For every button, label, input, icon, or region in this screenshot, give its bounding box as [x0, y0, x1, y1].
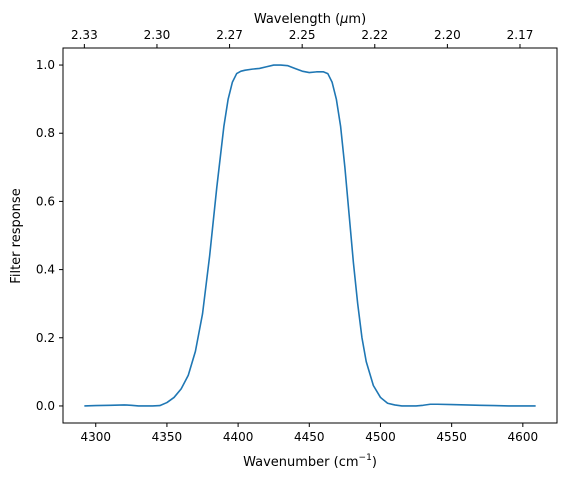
x-axis-title: Wavenumber (cm−1)	[243, 453, 377, 470]
x-tick-label: 4350	[152, 430, 183, 444]
top-x-tick-label: 2.17	[507, 28, 534, 42]
x-axis-title-superscript: −1	[359, 453, 372, 463]
x-tick-label: 4600	[508, 430, 539, 444]
y-tick-label: 0.0	[36, 399, 55, 413]
top-x-axis-title-prefix: Wavelength (	[254, 12, 340, 27]
plot-area	[62, 47, 558, 424]
top-x-tick-label: 2.30	[144, 28, 171, 42]
top-x-tick-label: 2.22	[361, 28, 388, 42]
x-tick-label: 4400	[223, 430, 254, 444]
y-tick-label: 1.0	[36, 58, 55, 72]
axes-ticks: 4300 4350 4400 4450 4500 4550 4600 0.0 0.2 0.4 0.6…	[36, 28, 538, 444]
x-tick-label: 4450	[294, 430, 325, 444]
mu-symbol: μ	[339, 12, 348, 27]
top-x-tick-label: 2.20	[434, 28, 461, 42]
y-tick-label: 0.8	[36, 126, 55, 140]
top-x-tick-label: 2.25	[289, 28, 316, 42]
top-x-axis-title-suffix: m)	[348, 12, 366, 27]
x-axis-title-main: Wavenumber (cm	[243, 455, 358, 470]
y-axis-title: Filter response	[9, 188, 24, 283]
y-tick-label: 0.2	[36, 331, 55, 345]
y-tick-label: 0.6	[36, 194, 55, 208]
filter-response-line	[84, 64, 536, 407]
x-tick-label: 4500	[365, 430, 396, 444]
y-tick-label: 0.4	[36, 263, 55, 277]
top-x-tick-label: 2.33	[71, 28, 98, 42]
x-tick-label: 4550	[436, 430, 467, 444]
top-x-tick-label: 2.27	[216, 28, 243, 42]
x-tick-label: 4300	[80, 430, 111, 444]
x-axis-title-close: )	[372, 455, 377, 470]
top-x-axis-title: Wavelength (μm)	[254, 12, 366, 27]
